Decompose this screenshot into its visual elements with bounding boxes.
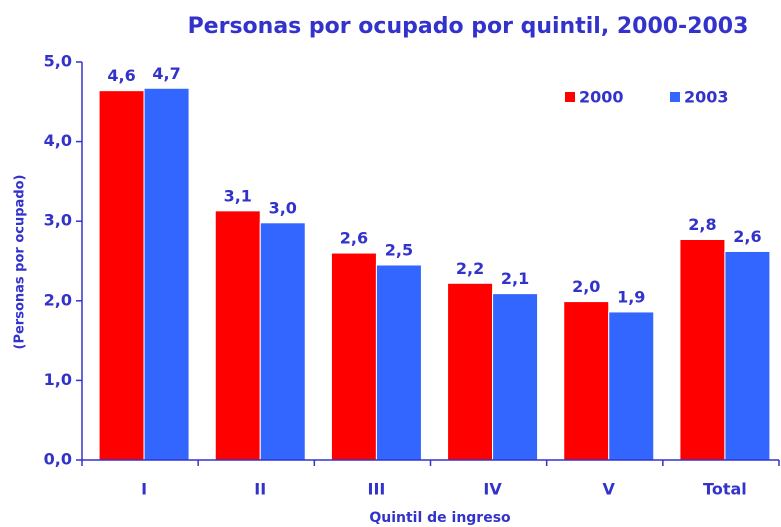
- value-label: 4,6: [107, 66, 135, 85]
- legend-label: 2000: [579, 88, 624, 107]
- x-tick-label: III: [367, 480, 385, 499]
- value-label: 2,6: [340, 229, 368, 248]
- y-tick-label: 5,0: [44, 52, 72, 71]
- y-tick-label: 4,0: [44, 131, 72, 150]
- value-label: 2,2: [456, 259, 484, 278]
- legend-swatch: [670, 92, 680, 102]
- legend-label: 2003: [684, 88, 729, 107]
- bar: [492, 293, 539, 461]
- y-tick-label: 1,0: [44, 370, 72, 389]
- value-label: 3,1: [224, 186, 252, 205]
- y-tick-label: 3,0: [44, 211, 72, 230]
- bar: [330, 252, 377, 461]
- x-tick-label: IV: [483, 480, 502, 499]
- y-axis-label: (Personas por ocupado): [13, 175, 28, 350]
- bar: [608, 311, 655, 461]
- bar: [679, 239, 726, 461]
- x-tick-label: II: [254, 480, 266, 499]
- bar: [447, 282, 494, 461]
- bar: [214, 210, 261, 461]
- bar: [98, 90, 145, 461]
- bar: [563, 301, 610, 461]
- y-tick-label: 2,0: [44, 290, 72, 309]
- value-label: 3,0: [269, 198, 297, 217]
- value-label: 2,5: [385, 240, 413, 259]
- value-label: 2,6: [733, 227, 761, 246]
- x-tick-label: V: [603, 480, 616, 499]
- legend-swatch: [565, 92, 575, 102]
- bar: [259, 222, 306, 461]
- x-axis-label: Quintil de ingreso: [369, 510, 511, 526]
- value-label: 2,0: [572, 277, 600, 296]
- value-label: 4,7: [152, 64, 180, 83]
- value-label: 2,8: [688, 215, 716, 234]
- value-label: 2,1: [501, 269, 529, 288]
- bar: [724, 250, 771, 461]
- y-tick-label: 0,0: [44, 450, 72, 469]
- x-tick-label: I: [141, 480, 147, 499]
- bar: [143, 87, 190, 461]
- bar: [375, 264, 422, 461]
- x-tick-label: Total: [703, 480, 747, 499]
- chart-title: Personas por ocupado por quintil, 2000-2…: [188, 14, 749, 39]
- value-label: 1,9: [617, 287, 645, 306]
